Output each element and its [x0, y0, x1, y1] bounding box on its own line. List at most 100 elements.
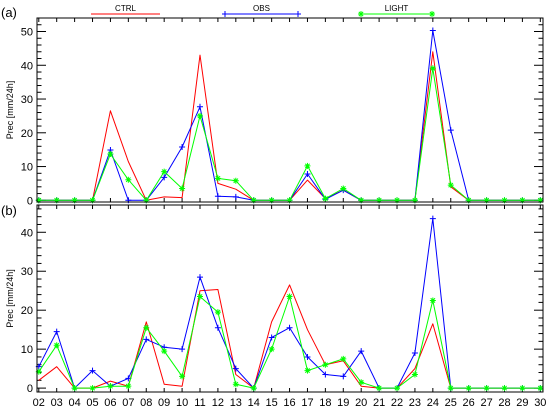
x-tick-label: 26 — [463, 397, 475, 409]
legend: CTRL OBS LIGHT — [91, 4, 435, 17]
panel-a-light-point — [107, 151, 114, 158]
panel-b-light-point — [519, 385, 526, 392]
legend-item-obs: OBS — [222, 4, 301, 17]
x-tick-label: 13 — [230, 397, 242, 409]
panel-b-light-point — [161, 348, 168, 355]
panel-a-light-point — [35, 197, 42, 204]
x-tick-label: 16 — [283, 397, 295, 409]
panel-a-obs-point — [161, 174, 168, 181]
panel-b-obs-point — [322, 371, 329, 378]
panel-b-light-point — [411, 371, 418, 378]
panel-b-light-point — [179, 373, 186, 380]
x-tick-label: 22 — [391, 397, 403, 409]
panel-b-light-point — [125, 383, 132, 390]
panel-b-light-point — [53, 342, 60, 349]
panel-a-light-point — [89, 197, 96, 204]
panel-a-light-point — [71, 197, 78, 204]
x-tick-label: 09 — [158, 397, 170, 409]
x-tick-label: 28 — [498, 397, 510, 409]
panel-b-obs-point — [268, 334, 275, 341]
panel-a-light-point — [125, 176, 132, 183]
panel-b-obs-point — [232, 365, 239, 372]
panel-b-obs-point — [143, 336, 150, 343]
panel-a-ctrl-line — [38, 51, 541, 201]
x-tick-label: 23 — [409, 397, 421, 409]
chart-panels: (a) Prec [mm/24h] 0 10 20 30 40 50 (b) Prec [mm/2… — [1, 5, 546, 409]
panel-a-obs-point — [179, 143, 186, 150]
panel-a-light-point — [358, 197, 365, 204]
x-tick-label: 03 — [51, 397, 63, 409]
y-tick-label: 30 — [21, 94, 33, 106]
panel-b-light-point — [250, 385, 257, 392]
panel-a-light-point — [447, 182, 454, 189]
panel-b-light-point — [143, 324, 150, 331]
panel-b-light-point — [286, 293, 293, 300]
panel-b-light-point — [232, 381, 239, 388]
x-tick-label: 20 — [355, 397, 367, 409]
panel-b-obs-point — [304, 353, 311, 360]
y-tick-label: 40 — [21, 227, 33, 239]
y-tick-label: 20 — [21, 305, 33, 317]
legend-marker-light — [429, 11, 435, 17]
plot-frame — [36, 17, 544, 203]
panel-a-light-point — [519, 197, 526, 204]
panel-a-light-point — [483, 197, 490, 204]
y-axis-title: Prec [mm/24h] — [5, 81, 15, 140]
y-tick-label: 50 — [21, 27, 33, 39]
panel-b-light-point — [358, 379, 365, 386]
panel-b-obs-point — [214, 324, 221, 331]
panel-a-light-point — [214, 175, 221, 182]
panel-b-light-point — [429, 297, 436, 304]
panel-a-light-point — [429, 65, 436, 72]
panel-a-obs-line — [38, 30, 541, 201]
y-tick-label: 30 — [21, 266, 33, 278]
y-tick-label: 0 — [27, 195, 33, 207]
panel-a-light-point — [465, 197, 472, 204]
panel-a-obs-point — [304, 170, 311, 177]
panel-b-ctrl-line — [38, 284, 541, 389]
legend-label-obs: OBS — [253, 4, 270, 13]
legend-label-light: LIGHT — [385, 4, 409, 13]
panel-a-obs-point — [447, 127, 454, 134]
panel-b-obs-point — [53, 328, 60, 335]
legend-label-ctrl: CTRL — [115, 4, 136, 13]
panel-b-light-point — [447, 385, 454, 392]
x-tick-label: 05 — [86, 397, 98, 409]
panel-a-obs-point — [429, 27, 436, 34]
y-axis-title: Prec [mm/24h] — [5, 269, 15, 328]
panel-a-light-point — [376, 197, 383, 204]
y-tick-label: 20 — [21, 128, 33, 140]
x-tick-label: 25 — [445, 397, 457, 409]
panel-b-obs-point — [411, 350, 418, 357]
legend-marker-obs — [222, 11, 228, 17]
panel-a-obs-point — [214, 193, 221, 200]
panel-b-light-point — [71, 385, 78, 392]
panel-b-obs-point — [196, 274, 203, 281]
panel-b-light-point — [89, 385, 96, 392]
panel-a-obs-point — [196, 103, 203, 110]
panel-b-light-point — [376, 385, 383, 392]
panel-b-light-point — [501, 385, 508, 392]
legend-marker-obs — [295, 11, 301, 17]
panel-b-light-point — [394, 385, 401, 392]
panel-b-light-point — [35, 368, 42, 375]
x-tick-label: 06 — [104, 397, 116, 409]
panel-a-light-point — [179, 185, 186, 192]
x-tick-label: 04 — [68, 397, 80, 409]
panel-a-light-point — [232, 177, 239, 184]
x-tick-label: 12 — [212, 397, 224, 409]
panel-label: (a) — [1, 5, 17, 20]
panel-a-light-point — [286, 197, 293, 204]
x-tick-label: 18 — [319, 397, 331, 409]
panel-b-obs-point — [429, 215, 436, 222]
x-tick-label: 24 — [427, 397, 439, 409]
panel-a-light-point — [501, 197, 508, 204]
legend-marker-light — [358, 11, 364, 17]
y-tick-label: 0 — [27, 383, 33, 395]
panel-b-obs-point — [358, 348, 365, 355]
x-tick-label: 30 — [534, 397, 546, 409]
panel-a: (a) Prec [mm/24h] 0 10 20 30 40 50 — [1, 5, 544, 207]
panel-a-light-point — [53, 197, 60, 204]
panel-b-light-point — [107, 383, 114, 390]
